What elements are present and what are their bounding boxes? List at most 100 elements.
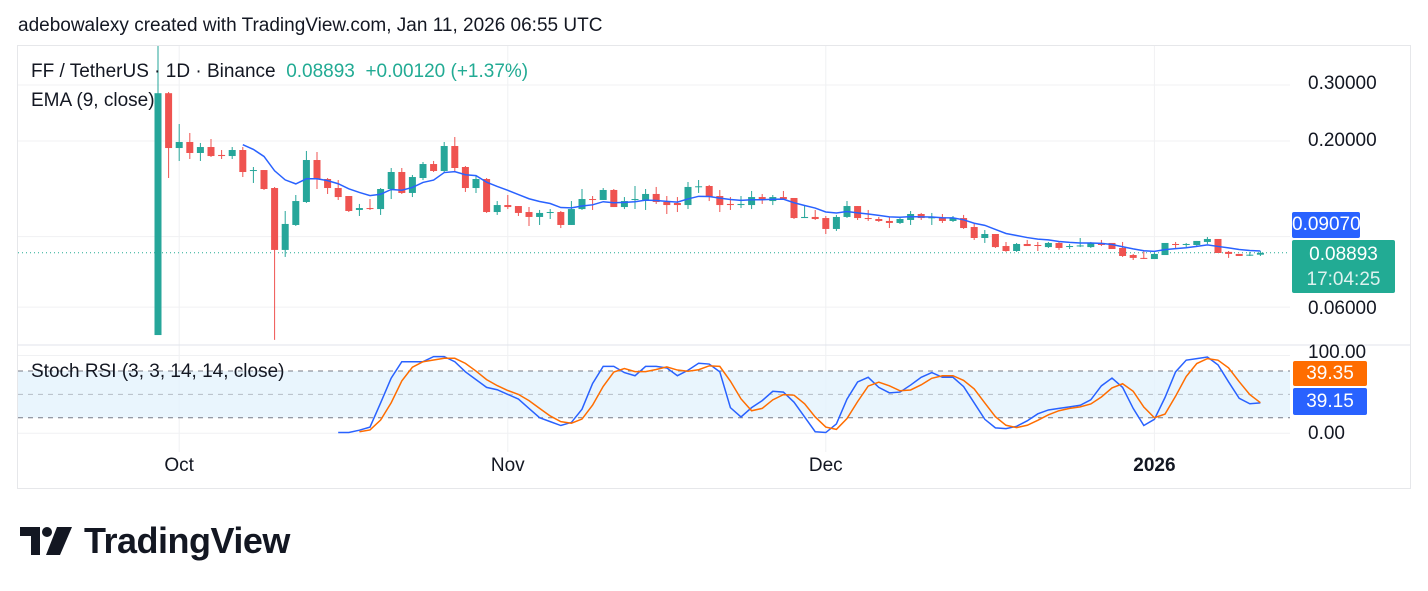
candle-body <box>684 186 692 206</box>
price-change: +0.00120 (+1.37%) <box>365 61 529 82</box>
candle-body <box>218 154 226 157</box>
candle-body <box>864 218 872 220</box>
candle-body <box>1140 257 1148 259</box>
candle-body <box>1256 252 1264 255</box>
candle-body <box>546 212 554 214</box>
candle-body <box>398 172 406 193</box>
price-axis-label: 0.30000 <box>1308 73 1377 94</box>
candle-body <box>324 179 332 189</box>
symbol-title: FF / TetherUS · 1D · Binance <box>31 61 276 82</box>
price-axis-label: 0.06000 <box>1308 298 1377 319</box>
candle-body <box>716 196 724 206</box>
candle-body <box>1034 245 1042 247</box>
indicator-lines <box>242 144 1261 434</box>
candle-body <box>695 186 703 188</box>
candle-body <box>748 197 756 206</box>
bar-countdown: 17:04:25 <box>1306 269 1381 290</box>
chart-frame <box>17 45 1411 489</box>
candle-body <box>461 167 469 189</box>
candle-body <box>1246 254 1254 256</box>
candle-body <box>493 205 501 213</box>
candle-body <box>175 141 183 149</box>
candle-body <box>1235 253 1243 256</box>
candle-body <box>557 212 565 225</box>
time-tick-label: Nov <box>490 455 525 476</box>
candle-body <box>875 219 883 221</box>
candle-body <box>525 212 533 217</box>
candle-body <box>1203 238 1211 242</box>
candle-body <box>991 234 999 248</box>
time-tick-label: Oct <box>164 455 194 476</box>
candle-body <box>673 202 681 206</box>
time-tick-label: Dec <box>808 455 843 476</box>
candle-body <box>355 208 363 210</box>
candle-body <box>917 214 925 219</box>
stoch-k-line <box>338 355 1261 434</box>
ema-price-tag: 0.09070 <box>1292 212 1361 238</box>
candle-body <box>854 206 862 219</box>
candle-body <box>1013 243 1021 251</box>
candle-body <box>334 188 342 198</box>
candle-body <box>832 216 840 229</box>
candle-body <box>228 150 236 157</box>
tradingview-logo[interactable]: TradingView <box>20 520 290 562</box>
last-price-value: 0.08893 <box>1309 244 1378 265</box>
candle-body <box>472 179 480 189</box>
candle-body <box>451 146 459 169</box>
candle-body <box>642 193 650 200</box>
candle-body <box>599 189 607 200</box>
candle-body <box>430 164 438 171</box>
candle-body <box>949 218 957 221</box>
candle-body <box>1225 251 1233 254</box>
last-price-tag: 0.08893 17:04:25 <box>1292 240 1395 293</box>
candle-body <box>387 172 395 189</box>
candle-body <box>207 147 215 157</box>
candle-body <box>801 216 809 219</box>
candle-body <box>567 209 575 225</box>
candle-body <box>1044 242 1052 248</box>
price-axis-label: 0.20000 <box>1308 130 1377 151</box>
tradingview-wordmark: TradingView <box>84 520 290 561</box>
candle-body <box>419 164 427 179</box>
stoch-d-tag: 39.35 <box>1293 361 1367 386</box>
candle-body <box>281 223 289 250</box>
candle-body <box>960 218 968 229</box>
candle-body <box>271 188 279 250</box>
candle-body <box>652 193 660 203</box>
stoch-axis-bottom: 0.00 <box>1308 423 1345 444</box>
candle-body <box>1119 247 1127 256</box>
candle-body <box>811 216 819 220</box>
candle-body <box>1087 242 1095 248</box>
candle-body <box>366 208 374 210</box>
chart-credit: adebowalexy created with TradingView.com… <box>18 15 603 36</box>
candle-body <box>1129 255 1137 258</box>
stoch-axis-top: 100.00 <box>1308 342 1367 363</box>
candle-body <box>504 205 512 208</box>
ema-legend[interactable]: EMA (9, close) <box>31 90 155 111</box>
gridlines <box>18 46 1410 452</box>
candle-body <box>1066 246 1074 248</box>
candle-body <box>483 179 491 213</box>
candle-body <box>1182 243 1190 245</box>
candle-body <box>514 206 522 213</box>
candle-body <box>260 170 268 189</box>
candle-body <box>578 199 586 210</box>
candle-body <box>896 219 904 223</box>
candle-body <box>1150 253 1158 260</box>
symbol-legend[interactable]: FF / TetherUS · 1D · Binance 0.08893 +0.… <box>31 61 528 83</box>
candle-body <box>1055 242 1063 248</box>
candle-body <box>196 147 204 153</box>
candle-body <box>822 218 830 229</box>
candle-body <box>440 146 448 171</box>
last-price: 0.08893 <box>286 61 355 82</box>
stoch-bands <box>18 370 1290 419</box>
candle-body <box>790 197 798 219</box>
tradingview-logo-icon <box>20 527 72 555</box>
candle-body <box>239 150 247 173</box>
stoch-legend[interactable]: Stoch RSI (3, 3, 14, 14, close) <box>31 361 285 382</box>
candle-body <box>885 220 893 223</box>
candle-body <box>737 203 745 206</box>
stoch-d-line <box>359 357 1261 433</box>
candle-body <box>1023 243 1031 247</box>
